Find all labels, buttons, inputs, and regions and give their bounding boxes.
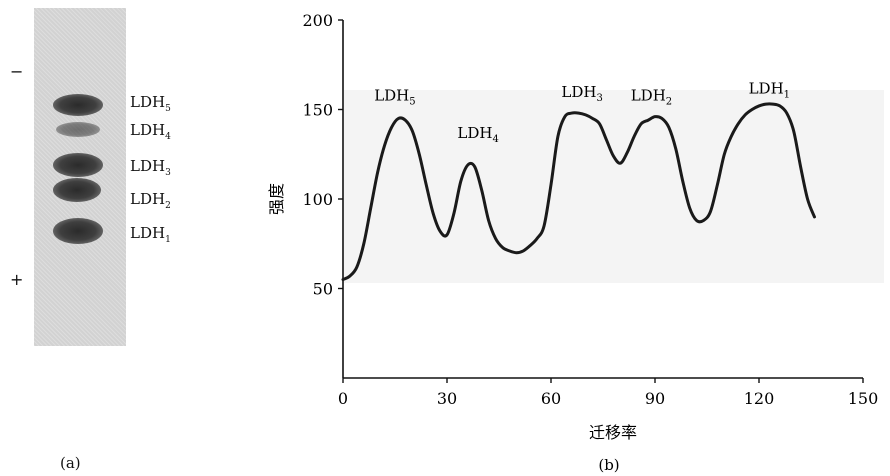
plus-pole-label: +: [10, 270, 24, 289]
peak-label-ldh3: LDH3: [561, 83, 602, 104]
x-tick-label: 30: [437, 389, 457, 408]
x-tick-label: 90: [645, 389, 665, 408]
gel-label-ldh1: LDH1: [130, 224, 171, 245]
plot-area-shade: [344, 90, 884, 283]
minus-pole-label: −: [10, 62, 24, 81]
peak-label-ldh1: LDH1: [749, 79, 790, 100]
x-axis-label: 迁移率: [589, 423, 637, 442]
intensity-curve: [341, 102, 816, 282]
gel-label-ldh2: LDH2: [130, 190, 171, 211]
gel-strip: [34, 8, 126, 346]
gel-panel: − + LDH5 LDH4 LDH3 LDH2 LDH1 (a): [0, 0, 250, 476]
peak-label-ldh5: LDH5: [374, 87, 415, 108]
gel-band-ldh5: [53, 94, 103, 116]
gel-label-ldh4: LDH4: [130, 121, 171, 142]
x-tick-label: 120: [744, 389, 775, 408]
chart-ticks: 0 30 60 90 120 150 50 100 150 200: [302, 11, 878, 408]
gel-band-ldh4: [56, 122, 100, 137]
peak-label-ldh4: LDH4: [457, 124, 498, 145]
gel-caption: (a): [60, 454, 81, 472]
gel-band-ldh2: [53, 178, 101, 202]
y-tick-label: 200: [302, 11, 333, 30]
x-tick-label: 0: [338, 389, 348, 408]
gel-band-ldh1: [53, 218, 103, 244]
y-tick-label: 100: [302, 190, 333, 209]
x-tick-label: 150: [848, 389, 879, 408]
y-tick-label: 150: [302, 101, 333, 120]
y-tick-label: 50: [313, 280, 333, 299]
gel-band-ldh3: [53, 153, 103, 177]
chart-caption: (b): [598, 456, 619, 474]
peak-label-ldh2: LDH2: [631, 87, 672, 108]
y-axis-label: 强度: [267, 183, 286, 215]
x-tick-label: 60: [541, 389, 561, 408]
peak-annotations: LDH5 LDH4 LDH3 LDH2 LDH1: [374, 79, 790, 145]
gel-label-ldh3: LDH3: [130, 157, 171, 178]
gel-label-ldh5: LDH5: [130, 93, 171, 114]
chart-axes: [342, 20, 884, 379]
